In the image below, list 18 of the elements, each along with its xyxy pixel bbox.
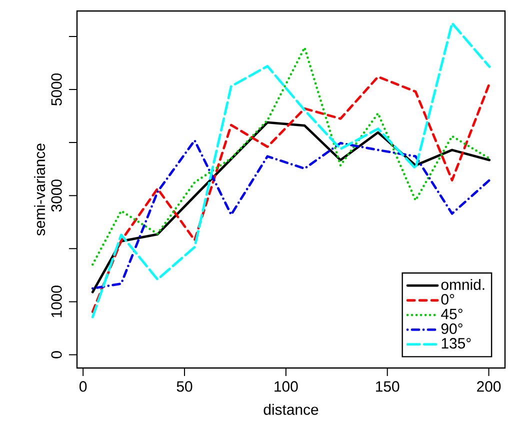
y-tick-label: 3000 (51, 180, 62, 212)
legend-label: omnid. (441, 278, 484, 290)
x-tick-label: 50 (176, 381, 192, 392)
line-series (91, 22, 491, 318)
x-tick-label: 0 (80, 381, 87, 392)
x-axis-title: distance (264, 404, 318, 415)
x-tick-label: 100 (274, 381, 298, 392)
legend-label: 135° (442, 338, 471, 349)
y-axis-title: semi-variance (34, 144, 46, 236)
legend-label: 0° (441, 294, 454, 305)
x-tick-label: 200 (477, 381, 501, 392)
y-tick-label: 1000 (51, 286, 62, 318)
legend-label: 45° (441, 308, 462, 320)
legend-label: 90° (441, 323, 462, 334)
y-tick-label: 5000 (51, 73, 62, 106)
x-tick-label: 150 (376, 381, 400, 392)
y-tick-label: 0 (51, 351, 62, 358)
line-series (91, 46, 491, 266)
